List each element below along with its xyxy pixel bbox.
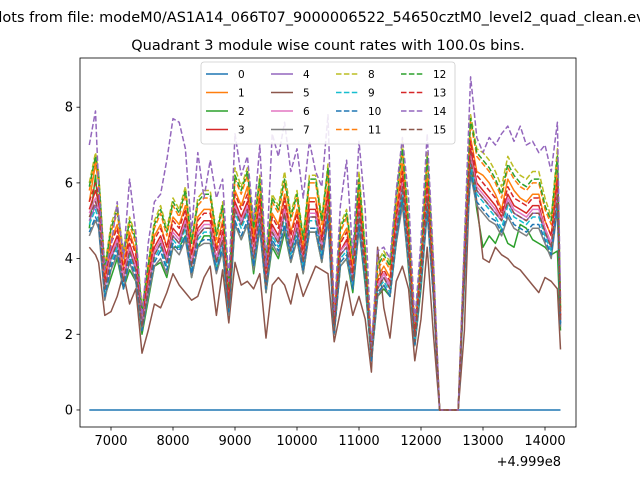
x-tick-label: 7000 [94, 434, 127, 449]
legend-label-3: 3 [238, 125, 245, 137]
series-line-1 [88, 136, 562, 411]
x-tick-label: 8000 [156, 434, 189, 449]
legend-label-10: 10 [368, 106, 381, 118]
series-line-10 [88, 170, 562, 411]
y-tick-label: 4 [65, 252, 73, 267]
y-tick-label: 8 [65, 101, 73, 116]
legend-label-0: 0 [238, 69, 245, 81]
x-tick-label: 13000 [462, 434, 503, 449]
legend-label-5: 5 [303, 88, 310, 100]
x-tick-label: 12000 [400, 434, 441, 449]
plot-area [79, 57, 577, 428]
series-line-15 [88, 159, 562, 411]
legend-box [200, 61, 456, 145]
legend-label-14: 14 [433, 106, 447, 118]
legend-label-4: 4 [303, 69, 310, 81]
series-line-8 [88, 114, 562, 411]
series-line-5 [88, 151, 562, 411]
legend-label-1: 1 [238, 88, 245, 100]
series-line-13 [88, 140, 562, 411]
x-tick-label: 14000 [524, 434, 565, 449]
x-axis-offset-label: +4.999e8 [497, 455, 561, 470]
series-line-14 [88, 76, 562, 411]
y-tick-label: 6 [65, 176, 73, 191]
axes-frame [79, 57, 577, 428]
legend-label-2: 2 [238, 106, 245, 118]
legend-label-15: 15 [433, 125, 446, 137]
y-tick-label: 2 [65, 328, 73, 343]
series-line-7 [88, 174, 562, 411]
legend-label-11: 11 [368, 125, 381, 137]
y-tick-label: 0 [65, 403, 73, 418]
series-line-11 [88, 121, 562, 411]
x-tick-label: 10000 [276, 434, 317, 449]
legend-label-6: 6 [303, 106, 310, 118]
axis-ticks: 7000 8000 9000 10000 11000 12000 13000 14000 0 2 4… [65, 101, 566, 449]
legend-label-7: 7 [303, 125, 310, 137]
legend-label-8: 8 [368, 69, 375, 81]
chart-title: Quadrant 3 module wise count rates with … [131, 38, 525, 54]
series-line-12 [88, 117, 562, 411]
legend-label-13: 13 [433, 88, 446, 100]
x-tick-label: 11000 [338, 434, 379, 449]
series-lines [88, 76, 562, 411]
figure-suptitle: Plots from file: modeM0/AS1A14_066T07_90… [0, 10, 640, 26]
x-tick-label: 9000 [218, 434, 251, 449]
legend-label-9: 9 [368, 88, 375, 100]
legend-label-12: 12 [433, 69, 446, 81]
